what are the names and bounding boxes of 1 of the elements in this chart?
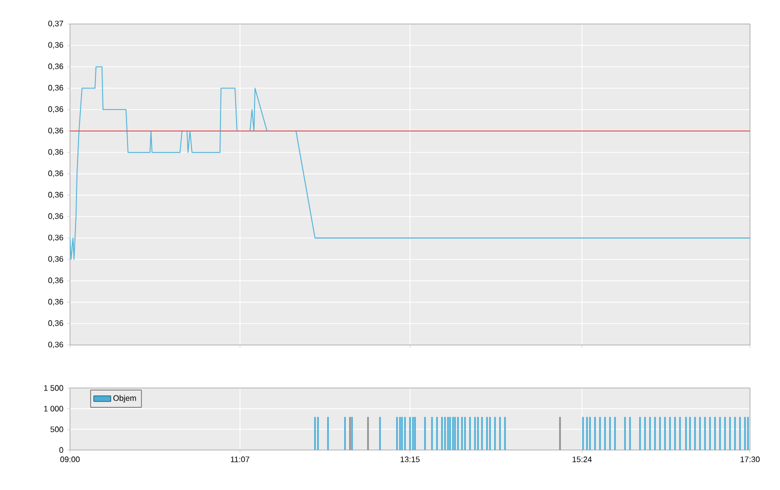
line-series <box>70 66 750 260</box>
